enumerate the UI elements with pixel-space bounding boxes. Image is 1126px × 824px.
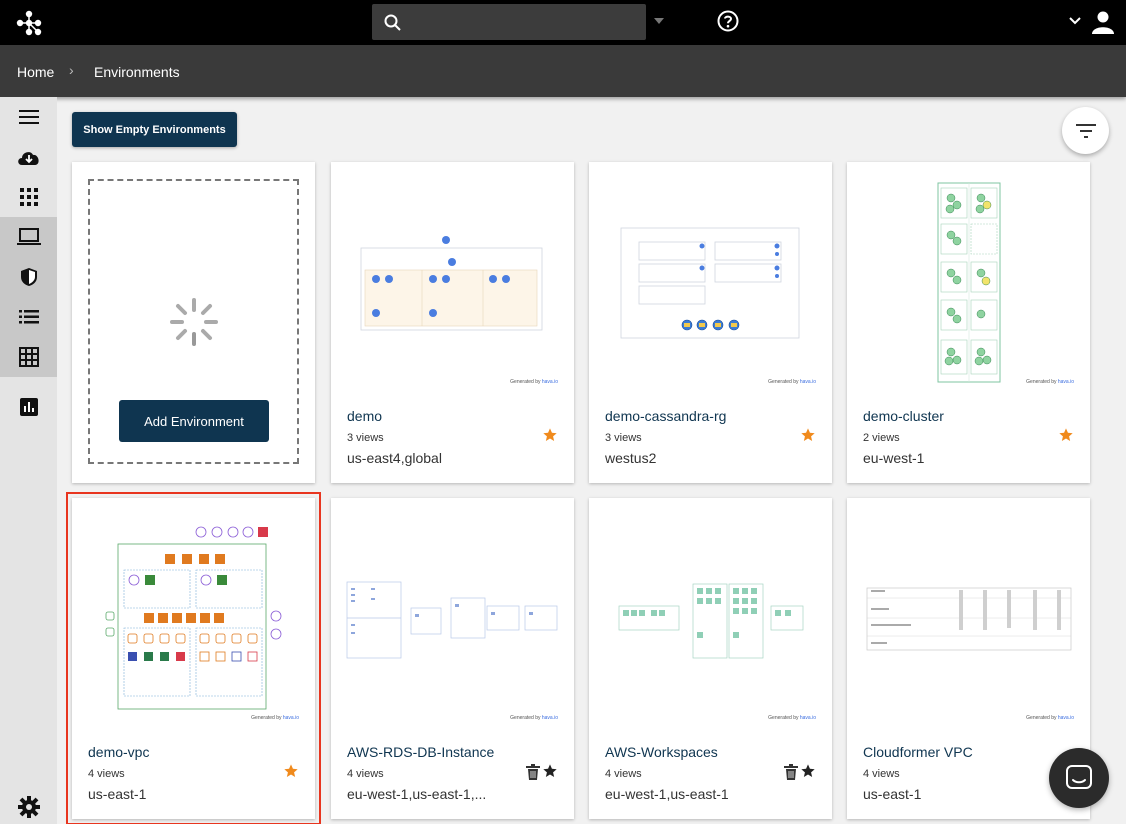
generated-by-label: Generated by hava.io (510, 715, 558, 721)
user-avatar-icon[interactable] (1090, 9, 1116, 35)
trash-icon[interactable] (784, 764, 798, 780)
cloud-download-icon (17, 152, 39, 165)
sidebar-item-import[interactable] (0, 137, 57, 177)
hava-logo-icon[interactable] (14, 8, 44, 38)
dropzone-border (88, 179, 299, 464)
environment-name[interactable]: AWS-Workspaces (605, 744, 718, 760)
top-bar (0, 0, 1126, 45)
environment-name[interactable]: Cloudformer VPC (863, 744, 973, 760)
sidebar-item-security[interactable] (0, 257, 57, 297)
star-icon[interactable] (542, 763, 558, 779)
environment-views: 2 views (863, 432, 900, 444)
environment-card-demo[interactable]: Generated by hava.io demo 3 views us-eas… (331, 162, 574, 483)
environment-views: 4 views (347, 768, 384, 780)
search-icon (384, 14, 401, 31)
gear-icon (17, 796, 40, 818)
environment-name[interactable]: demo (347, 408, 383, 424)
filter-button[interactable] (1062, 107, 1109, 154)
search-box[interactable] (372, 4, 646, 40)
environment-region: eu-west-1,us-east-1 (605, 786, 729, 802)
environment-name[interactable]: demo-vpc (88, 744, 150, 760)
environment-views: 4 views (605, 768, 642, 780)
list-icon (18, 310, 39, 324)
sidebar (0, 97, 57, 824)
environment-region: us-east4,global (347, 450, 442, 466)
sidebar-item-environments[interactable] (0, 217, 57, 257)
environment-card-aws-rds-db-instance[interactable]: Generated by hava.io AWS-RDS-DB-Instance… (331, 498, 574, 819)
generated-by-label: Generated by hava.io (1026, 379, 1074, 385)
loading-spinner-icon (170, 298, 218, 346)
generated-by-label: Generated by hava.io (768, 379, 816, 385)
diagram-thumbnail (866, 587, 1072, 651)
apps-grid-icon (19, 188, 38, 206)
diagram-thumbnail (620, 227, 800, 339)
chat-icon (1066, 765, 1092, 789)
breadcrumb-separator: › (69, 62, 74, 78)
add-environment-card: Add Environment (72, 162, 315, 483)
help-icon[interactable] (716, 9, 740, 33)
breadcrumb: Home › Environments (0, 45, 1126, 97)
sidebar-item-table[interactable] (0, 337, 57, 377)
show-empty-environments-button[interactable]: Show Empty Environments (72, 112, 237, 147)
table-grid-icon (18, 347, 39, 367)
search-input[interactable] (412, 10, 632, 34)
environment-views: 3 views (605, 432, 642, 444)
environment-card-cloudformer-vpc[interactable]: Generated by hava.io Cloudformer VPC 4 v… (847, 498, 1090, 819)
add-environment-button[interactable]: Add Environment (119, 400, 269, 442)
environment-name[interactable]: demo-cassandra-rg (605, 408, 727, 424)
diagram-thumbnail (105, 526, 282, 710)
breadcrumb-home[interactable]: Home (17, 64, 55, 80)
sidebar-item-menu[interactable] (0, 97, 57, 137)
star-icon[interactable] (1058, 427, 1074, 443)
generated-by-label: Generated by hava.io (510, 379, 558, 385)
environment-views: 4 views (88, 768, 125, 780)
environment-card-aws-workspaces[interactable]: Generated by hava.io AWS-Workspaces 4 vi… (589, 498, 832, 819)
menu-icon (18, 110, 39, 124)
chat-launcher-button[interactable] (1049, 748, 1109, 808)
diagram-thumbnail (618, 583, 804, 659)
bar-chart-icon (19, 398, 38, 416)
sidebar-item-reports[interactable] (0, 387, 57, 427)
generated-by-label: Generated by hava.io (1026, 715, 1074, 721)
environment-name[interactable]: demo-cluster (863, 408, 944, 424)
star-icon[interactable] (283, 763, 299, 779)
environment-name[interactable]: AWS-RDS-DB-Instance (347, 744, 495, 760)
environment-region: eu-west-1 (863, 450, 925, 466)
generated-by-label: Generated by hava.io (768, 715, 816, 721)
trash-icon[interactable] (526, 764, 540, 780)
chevron-down-icon[interactable] (1068, 14, 1082, 28)
sidebar-item-settings[interactable] (0, 787, 57, 824)
shield-icon (20, 268, 37, 286)
laptop-icon (16, 228, 41, 245)
environment-card-demo-cluster[interactable]: Generated by hava.io demo-cluster 2 view… (847, 162, 1090, 483)
environment-region: eu-west-1,us-east-1,... (347, 786, 487, 802)
environment-card-demo-vpc[interactable]: Generated by hava.io demo-vpc 4 views us… (66, 492, 321, 824)
sidebar-item-apps[interactable] (0, 177, 57, 217)
breadcrumb-environments: Environments (94, 64, 180, 80)
diagram-thumbnail (346, 581, 558, 659)
star-icon[interactable] (800, 427, 816, 443)
search-dropdown-icon[interactable] (654, 18, 664, 24)
diagram-thumbnail (937, 182, 1001, 383)
environment-views: 3 views (347, 432, 384, 444)
star-icon[interactable] (800, 763, 816, 779)
filter-icon (1075, 123, 1096, 138)
environment-card-demo-cassandra-rg[interactable]: Generated by hava.io demo-cassandra-rg 3… (589, 162, 832, 483)
environment-region: us-east-1 (88, 786, 147, 802)
star-icon[interactable] (542, 427, 558, 443)
environment-views: 4 views (863, 768, 900, 780)
generated-by-label: Generated by hava.io (251, 715, 299, 721)
environment-region: westus2 (605, 450, 657, 466)
sidebar-item-list[interactable] (0, 297, 57, 337)
environment-region: us-east-1 (863, 786, 922, 802)
diagram-thumbnail (360, 236, 543, 331)
